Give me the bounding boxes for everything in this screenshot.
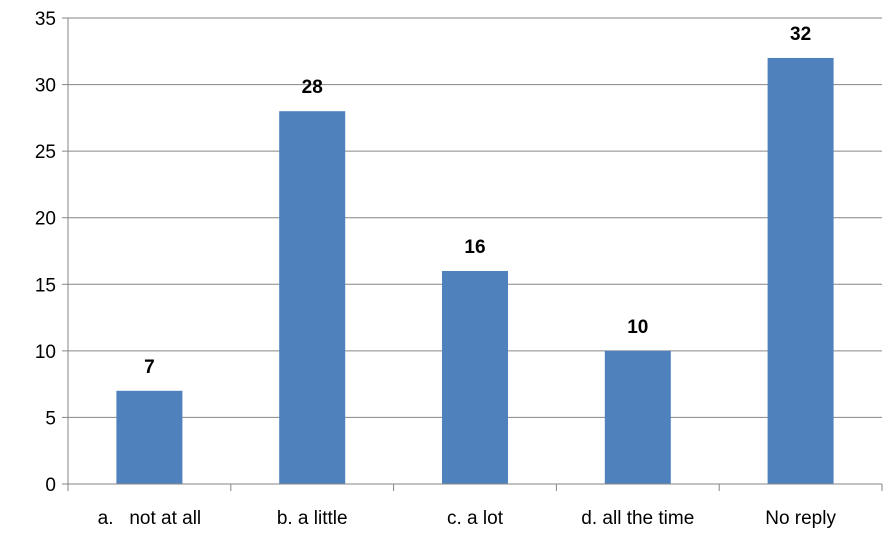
axes: [67, 18, 883, 491]
y-tick-label: 10: [35, 342, 56, 363]
data-label: 10: [627, 317, 648, 338]
bars: [116, 57, 834, 484]
category-label: b. a little: [277, 508, 348, 529]
bar: [279, 111, 346, 484]
data-label: 32: [790, 24, 811, 45]
y-tick-label: 20: [35, 209, 56, 230]
bar: [767, 57, 834, 484]
bar: [604, 350, 671, 484]
category-label: d. all the time: [581, 508, 694, 529]
y-tick-label: 25: [35, 142, 56, 163]
category-label: No reply: [765, 508, 836, 529]
y-tick-label: 5: [45, 408, 56, 429]
data-label: 28: [302, 77, 323, 98]
data-labels: 7 28 16 10 32: [144, 24, 811, 378]
y-tick-label: 30: [35, 76, 56, 97]
y-tick-label: 15: [35, 275, 56, 296]
bar: [116, 390, 183, 484]
category-label: c. a lot: [447, 508, 504, 529]
y-axis-ticks: 0 5 10 15 20 25 30 35: [35, 9, 68, 496]
bar: [442, 270, 508, 484]
category-label: a. not at all: [98, 508, 202, 529]
y-tick-label: 35: [35, 9, 56, 30]
x-axis-categories: a. not at all b. a little c. a lot d. all t…: [98, 508, 837, 529]
data-label: 7: [144, 357, 155, 378]
y-tick-label: 0: [45, 475, 56, 496]
data-label: 16: [464, 237, 485, 258]
